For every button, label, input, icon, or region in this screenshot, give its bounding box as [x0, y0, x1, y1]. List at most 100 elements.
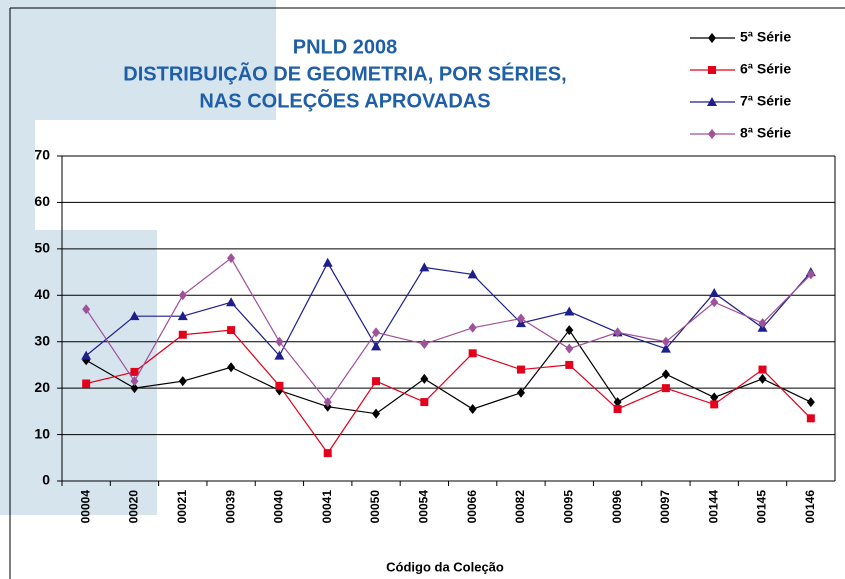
marker	[707, 97, 717, 106]
marker	[130, 367, 139, 376]
marker	[323, 397, 332, 408]
y-tick-label: 20	[34, 379, 50, 395]
marker	[467, 269, 478, 279]
marker	[468, 349, 477, 358]
marker	[227, 362, 236, 373]
marker	[323, 449, 332, 458]
title: NAS COLEÇÕES APROVADAS	[199, 88, 490, 112]
x-tick-label: 00021	[175, 490, 189, 524]
series-line	[86, 329, 812, 455]
marker	[130, 383, 139, 394]
marker	[227, 326, 236, 335]
x-tick-label: 00095	[561, 490, 575, 524]
marker	[613, 327, 622, 338]
marker	[372, 327, 381, 338]
marker	[516, 313, 525, 324]
marker	[661, 384, 670, 393]
marker	[322, 257, 333, 267]
legend-label: 7ª Série	[740, 93, 791, 109]
y-tick-label: 50	[34, 240, 50, 256]
marker	[661, 336, 670, 347]
x-tick-label: 00066	[465, 490, 479, 524]
y-tick-label: 10	[34, 425, 50, 441]
marker	[758, 318, 767, 329]
marker	[226, 297, 237, 307]
marker	[275, 381, 284, 390]
marker	[565, 325, 574, 336]
marker	[565, 360, 574, 369]
x-tick-label: 00050	[368, 490, 382, 524]
marker	[564, 306, 575, 316]
marker	[227, 253, 236, 264]
marker	[178, 330, 187, 339]
marker	[613, 397, 622, 408]
marker	[81, 350, 92, 360]
marker	[708, 66, 716, 74]
y-tick-label: 0	[42, 472, 50, 488]
marker	[806, 269, 815, 280]
y-tick-label: 70	[34, 147, 50, 163]
legend-label: 8ª Série	[740, 125, 791, 141]
x-tick-label: 00144	[706, 490, 720, 524]
marker	[708, 129, 716, 139]
marker	[710, 392, 719, 403]
marker	[565, 343, 574, 354]
marker	[710, 297, 719, 308]
marker	[806, 414, 815, 423]
y-tick-label: 30	[34, 332, 50, 348]
x-tick-label: 00082	[513, 490, 527, 524]
marker	[274, 350, 285, 360]
marker	[806, 397, 815, 408]
x-tick-label: 00041	[320, 490, 334, 524]
x-tick-label: 00146	[803, 490, 817, 524]
y-tick-label: 60	[34, 193, 50, 209]
marker	[178, 376, 187, 387]
series-line	[85, 329, 812, 415]
marker	[660, 343, 671, 353]
marker	[177, 311, 188, 321]
marker	[82, 379, 91, 388]
marker	[129, 311, 140, 321]
decor	[0, 120, 35, 230]
decor	[0, 0, 276, 120]
series-line	[85, 257, 812, 404]
legend-label: 5ª Série	[740, 29, 791, 45]
x-tick-label: 00004	[78, 490, 92, 524]
x-tick-label: 00096	[610, 490, 624, 524]
marker	[661, 369, 670, 380]
marker	[420, 339, 429, 350]
x-tick-label: 00054	[417, 490, 431, 524]
marker	[371, 341, 382, 351]
marker	[420, 373, 429, 384]
marker	[516, 365, 525, 374]
y-tick-label: 40	[34, 286, 50, 302]
marker	[613, 405, 622, 414]
series-line	[85, 261, 812, 357]
legend-label: 6ª Série	[740, 61, 791, 77]
marker	[419, 262, 430, 272]
marker	[372, 377, 381, 386]
marker	[82, 304, 91, 315]
x-tick-label: 00145	[755, 490, 769, 524]
marker	[275, 336, 284, 347]
marker	[468, 404, 477, 415]
x-axis-title: Código da Coleção	[386, 559, 504, 574]
title: DISTRIBUIÇÃO DE GEOMETRIA, POR SÉRIES,	[123, 62, 566, 85]
marker	[710, 400, 719, 409]
x-tick-label: 00040	[272, 490, 286, 524]
marker	[709, 287, 720, 297]
title: PNLD 2008	[293, 36, 398, 58]
marker	[758, 373, 767, 384]
x-tick-label: 00039	[223, 490, 237, 524]
marker	[372, 408, 381, 419]
marker	[130, 376, 139, 387]
marker	[758, 365, 767, 374]
marker	[516, 387, 525, 398]
marker	[468, 322, 477, 333]
marker	[178, 290, 187, 301]
marker	[420, 398, 429, 407]
x-tick-label: 00097	[658, 490, 672, 524]
marker	[708, 33, 716, 43]
x-tick-label: 00020	[127, 490, 141, 524]
